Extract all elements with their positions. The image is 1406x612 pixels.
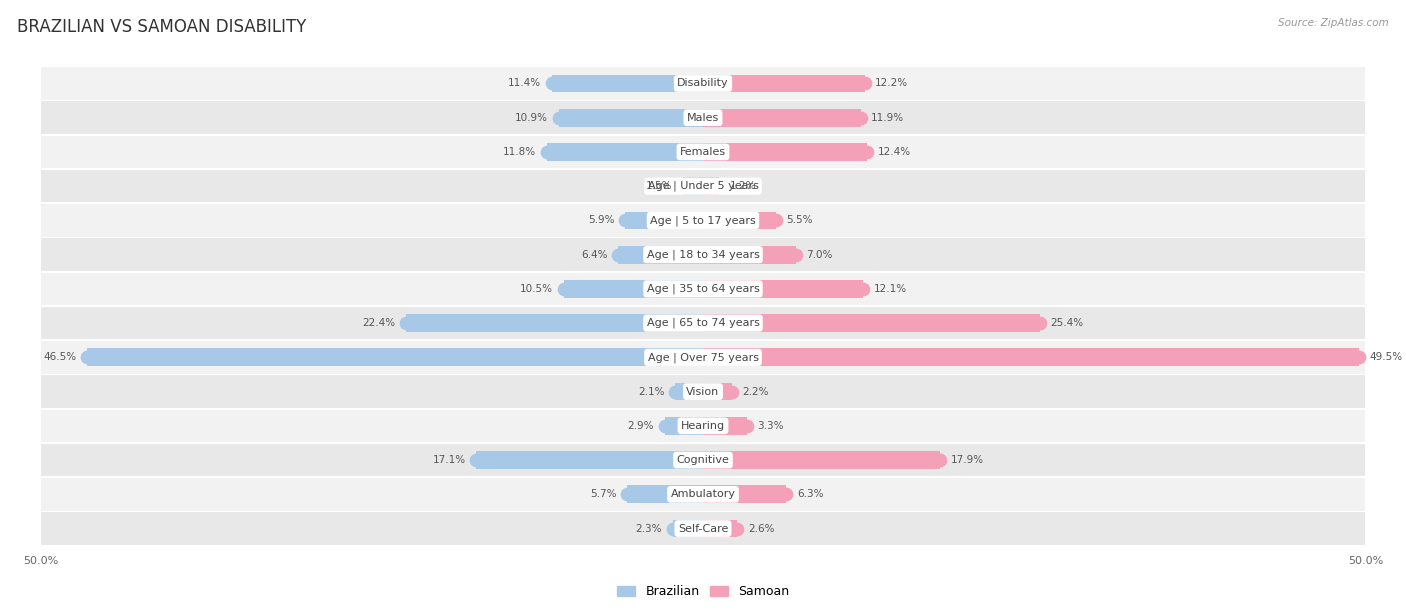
- Bar: [683, 177, 703, 195]
- Bar: [703, 280, 863, 298]
- Text: 12.2%: 12.2%: [875, 78, 908, 89]
- Bar: [41, 102, 1365, 134]
- Text: 12.4%: 12.4%: [877, 147, 911, 157]
- Text: 11.9%: 11.9%: [872, 113, 904, 122]
- Text: Cognitive: Cognitive: [676, 455, 730, 465]
- Text: 2.9%: 2.9%: [627, 421, 654, 431]
- Text: 46.5%: 46.5%: [44, 353, 76, 362]
- Bar: [703, 212, 776, 230]
- Text: 22.4%: 22.4%: [363, 318, 395, 328]
- Legend: Brazilian, Samoan: Brazilian, Samoan: [612, 580, 794, 603]
- Text: 10.9%: 10.9%: [515, 113, 548, 122]
- Bar: [41, 170, 1365, 203]
- Text: 6.4%: 6.4%: [581, 250, 607, 259]
- Bar: [703, 109, 860, 127]
- Bar: [665, 417, 703, 435]
- Bar: [41, 409, 1365, 442]
- Text: Hearing: Hearing: [681, 421, 725, 431]
- Text: Age | Under 5 years: Age | Under 5 years: [648, 181, 758, 192]
- Bar: [703, 246, 796, 264]
- Bar: [672, 520, 703, 537]
- Text: Ambulatory: Ambulatory: [671, 490, 735, 499]
- Text: 3.3%: 3.3%: [758, 421, 783, 431]
- Text: Females: Females: [681, 147, 725, 157]
- Bar: [703, 75, 865, 92]
- Bar: [703, 314, 1039, 332]
- Text: 25.4%: 25.4%: [1050, 318, 1083, 328]
- Bar: [703, 382, 733, 400]
- Text: 12.1%: 12.1%: [875, 284, 907, 294]
- Bar: [87, 348, 703, 366]
- Text: Age | 18 to 34 years: Age | 18 to 34 years: [647, 250, 759, 260]
- Bar: [41, 136, 1365, 168]
- Bar: [41, 272, 1365, 305]
- Text: Age | 35 to 64 years: Age | 35 to 64 years: [647, 283, 759, 294]
- Bar: [703, 348, 1358, 366]
- Text: 11.8%: 11.8%: [503, 147, 536, 157]
- Bar: [553, 75, 703, 92]
- Bar: [703, 451, 941, 469]
- Text: Age | 5 to 17 years: Age | 5 to 17 years: [650, 215, 756, 226]
- Bar: [564, 280, 703, 298]
- Text: 10.5%: 10.5%: [520, 284, 554, 294]
- Text: 11.4%: 11.4%: [508, 78, 541, 89]
- Text: 7.0%: 7.0%: [807, 250, 832, 259]
- Bar: [41, 204, 1365, 237]
- Text: Self-Care: Self-Care: [678, 523, 728, 534]
- Text: 17.9%: 17.9%: [950, 455, 984, 465]
- Bar: [477, 451, 703, 469]
- Text: 2.2%: 2.2%: [742, 387, 769, 397]
- Bar: [41, 478, 1365, 510]
- Text: 6.3%: 6.3%: [797, 490, 824, 499]
- Text: 2.3%: 2.3%: [636, 523, 662, 534]
- Text: 1.5%: 1.5%: [645, 181, 672, 191]
- Bar: [627, 485, 703, 503]
- Bar: [41, 239, 1365, 271]
- Text: Age | Over 75 years: Age | Over 75 years: [648, 352, 758, 362]
- Bar: [41, 444, 1365, 476]
- Bar: [703, 177, 718, 195]
- Text: Disability: Disability: [678, 78, 728, 89]
- Bar: [619, 246, 703, 264]
- Text: Age | 65 to 74 years: Age | 65 to 74 years: [647, 318, 759, 329]
- Text: 1.2%: 1.2%: [730, 181, 756, 191]
- Bar: [41, 512, 1365, 545]
- Text: 49.5%: 49.5%: [1369, 353, 1403, 362]
- Text: 5.5%: 5.5%: [786, 215, 813, 225]
- Text: 2.6%: 2.6%: [748, 523, 775, 534]
- Text: Vision: Vision: [686, 387, 720, 397]
- Text: Males: Males: [688, 113, 718, 122]
- Bar: [703, 143, 868, 161]
- Bar: [558, 109, 703, 127]
- Bar: [41, 67, 1365, 100]
- Bar: [41, 375, 1365, 408]
- Bar: [41, 341, 1365, 373]
- Text: 17.1%: 17.1%: [433, 455, 465, 465]
- Text: Source: ZipAtlas.com: Source: ZipAtlas.com: [1278, 18, 1389, 28]
- Bar: [703, 485, 786, 503]
- Bar: [406, 314, 703, 332]
- Bar: [703, 417, 747, 435]
- Bar: [703, 520, 738, 537]
- Text: 2.1%: 2.1%: [638, 387, 665, 397]
- Text: 5.9%: 5.9%: [588, 215, 614, 225]
- Bar: [624, 212, 703, 230]
- Bar: [675, 382, 703, 400]
- Text: BRAZILIAN VS SAMOAN DISABILITY: BRAZILIAN VS SAMOAN DISABILITY: [17, 18, 307, 36]
- Text: 5.7%: 5.7%: [591, 490, 617, 499]
- Bar: [547, 143, 703, 161]
- Bar: [41, 307, 1365, 340]
